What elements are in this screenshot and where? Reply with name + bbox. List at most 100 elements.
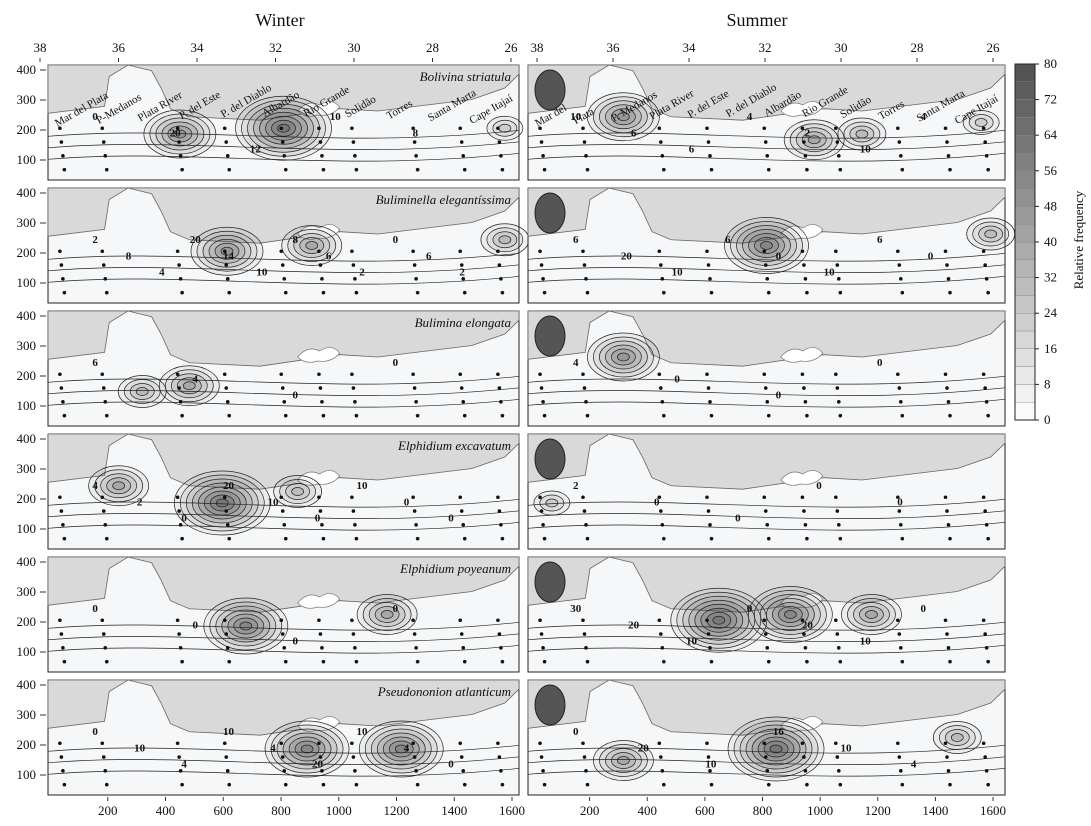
- colorbar-title: Relative frequency: [1071, 190, 1086, 289]
- contour-line: [47, 633, 520, 642]
- station: [100, 618, 105, 623]
- station: [411, 495, 415, 500]
- contour-label: 10: [357, 726, 369, 738]
- island: [780, 101, 824, 117]
- contour-line: [47, 264, 520, 273]
- station: [948, 413, 952, 418]
- station: [660, 523, 665, 527]
- station: [705, 741, 709, 746]
- station: [981, 249, 986, 254]
- station: [317, 741, 321, 746]
- station: [100, 126, 105, 131]
- contour-label: 20: [621, 250, 633, 262]
- station: [986, 536, 990, 541]
- y-axis-label: 300: [17, 707, 37, 722]
- contour: [293, 233, 331, 258]
- contour: [617, 352, 630, 362]
- contour: [593, 336, 654, 378]
- station: [411, 741, 415, 746]
- contour-label: 10: [223, 726, 235, 738]
- contour-line: [47, 129, 520, 139]
- map-panel: 0 10 4 10 4 20 10 4 0 Pseudononion atlanticum: [47, 679, 520, 796]
- contour-label: 0: [293, 635, 299, 647]
- station: [178, 523, 183, 527]
- contour-label: 0: [293, 389, 299, 401]
- contour-line: [527, 621, 1006, 631]
- station: [496, 741, 500, 746]
- station: [835, 509, 840, 513]
- contour: [265, 115, 302, 141]
- species-name: Elphidium poyeanum: [399, 561, 511, 576]
- station: [538, 741, 542, 746]
- contour: [233, 617, 259, 635]
- contour: [208, 238, 246, 264]
- bottom-axis-label: 1000: [326, 803, 352, 818]
- contour: [759, 594, 821, 635]
- station: [282, 277, 287, 281]
- station: [584, 400, 588, 404]
- contour: [682, 595, 756, 645]
- station: [412, 140, 417, 144]
- station: [283, 167, 288, 172]
- station: [351, 263, 356, 267]
- station: [62, 782, 67, 787]
- contour-label: 6: [326, 250, 332, 262]
- station: [946, 646, 951, 650]
- station: [353, 154, 357, 158]
- contour-label: 0: [448, 512, 454, 524]
- station: [897, 263, 902, 267]
- station: [222, 372, 227, 377]
- station: [765, 154, 770, 158]
- contour-line: [527, 252, 1006, 262]
- station: [283, 413, 288, 418]
- station: [459, 386, 464, 390]
- station: [542, 782, 547, 787]
- station: [414, 400, 418, 404]
- colorbar-cell: [1014, 241, 1036, 260]
- station: [581, 249, 585, 254]
- station: [458, 495, 463, 500]
- station: [900, 659, 905, 664]
- station: [538, 372, 542, 377]
- contour-label: 0: [674, 373, 680, 385]
- contour: [968, 114, 994, 131]
- station: [582, 140, 587, 144]
- station: [706, 386, 711, 390]
- contour-label: 10: [357, 480, 369, 492]
- station: [61, 400, 65, 404]
- station: [800, 495, 805, 500]
- station: [280, 263, 285, 267]
- species-name: Bolivina striatula: [420, 69, 512, 84]
- contour-label: 2: [92, 234, 98, 246]
- station: [459, 140, 464, 144]
- station: [662, 659, 666, 664]
- top-axis-label: 38: [34, 40, 47, 55]
- contour: [239, 621, 253, 631]
- contour-label: 12: [250, 143, 262, 155]
- station: [539, 509, 544, 513]
- station: [762, 741, 767, 746]
- map-panel: 6 20 10 6 0 10 6 0: [527, 187, 1016, 304]
- contour-label: 30: [570, 603, 582, 615]
- station: [805, 167, 809, 172]
- bottom-axis-label: 1400: [922, 803, 948, 818]
- station: [103, 277, 108, 281]
- contour: [220, 246, 234, 256]
- station: [412, 509, 417, 513]
- station: [500, 659, 505, 664]
- station: [279, 372, 284, 377]
- top-axis-label: 32: [759, 40, 772, 55]
- station: [317, 126, 321, 131]
- station: [317, 249, 321, 254]
- contour-label: 6: [631, 127, 637, 139]
- contour-label: 0: [393, 603, 399, 615]
- contour: [847, 598, 896, 631]
- contour-label: 0: [315, 512, 321, 524]
- contour-label: 8: [293, 234, 299, 246]
- island: [297, 347, 341, 363]
- colorbar-cell: [1014, 223, 1036, 243]
- station: [59, 386, 64, 390]
- station: [58, 126, 62, 131]
- station: [500, 413, 505, 418]
- bottom-axis-label: 200: [98, 803, 118, 818]
